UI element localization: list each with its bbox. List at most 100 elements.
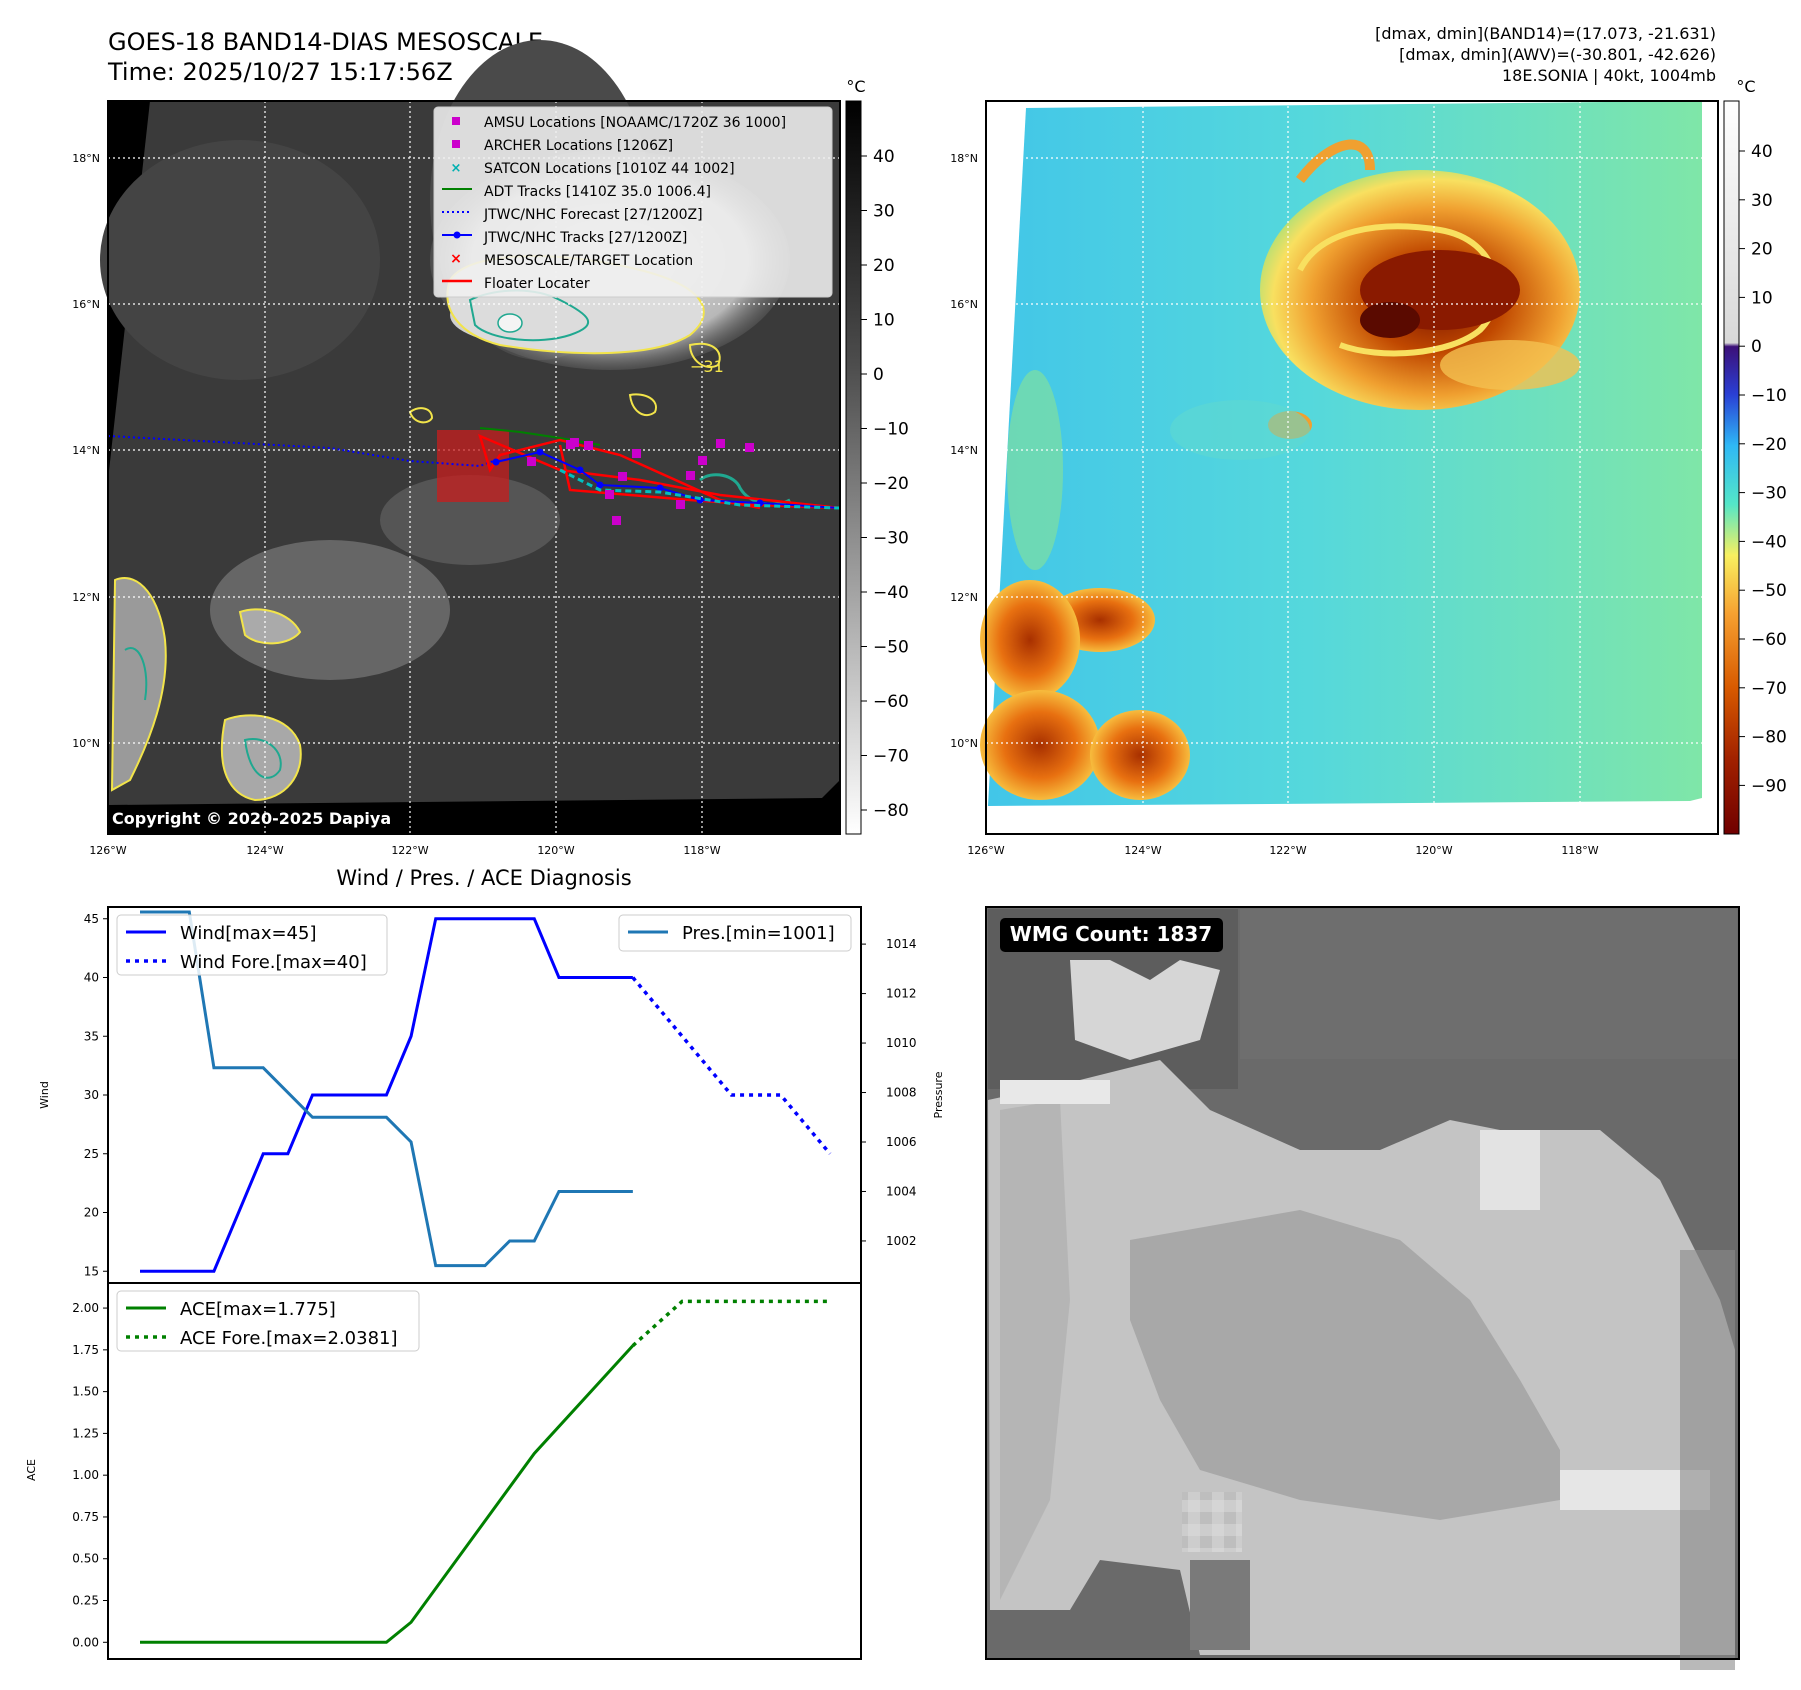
gray-colorbar-unit: °C	[846, 77, 865, 96]
awv-map-panel	[980, 100, 1719, 835]
ir-map-panel: −31	[100, 40, 841, 835]
lon-label: 122°W	[1269, 844, 1306, 857]
ace-tick-label: 0.00	[72, 1635, 99, 1649]
lat-label: 18°N	[72, 152, 100, 165]
color-colorbar-unit: °C	[1736, 77, 1755, 96]
floater-track	[478, 433, 841, 510]
title-line1: GOES-18 BAND14-DIAS MESOSCALE	[108, 28, 543, 56]
gray-colorbar-tick-label: 30	[873, 202, 895, 222]
ace-tick-label: 1.50	[72, 1385, 99, 1399]
ace-legend-frame	[116, 1290, 420, 1352]
lon-label: 126°W	[89, 844, 126, 857]
lon-label: 122°W	[391, 844, 428, 857]
lat-label: 12°N	[72, 591, 100, 604]
gray-colorbar-tick-label: −50	[873, 638, 909, 658]
pressure-tick-label: 1012	[886, 987, 917, 1001]
eye-feature	[497, 313, 523, 333]
best-track	[495, 450, 841, 509]
convection-cell	[980, 580, 1080, 700]
gray-colorbar-tick-label: −40	[873, 583, 909, 603]
lat-label: 14°N	[950, 444, 978, 457]
gray-colorbar-tick-label: −10	[873, 420, 909, 440]
wmg-dark-patch	[1190, 1560, 1250, 1650]
pressure-tick-label: 1014	[886, 937, 917, 951]
color-colorbar-tick-label: 40	[1751, 142, 1773, 162]
wind-tick-label: 25	[84, 1147, 99, 1161]
wmg-cold-patch	[1070, 960, 1220, 1060]
color-colorbar-bar	[1723, 100, 1740, 835]
copyright-label: Copyright © 2020-2025 Dapiya	[112, 809, 391, 828]
cloud-patch	[380, 475, 560, 565]
legend-label: JTWC/NHC Forecast [27/1200Z]	[483, 207, 703, 223]
cold-cloud-contour	[408, 407, 434, 424]
pressure-axis-label: Pressure	[932, 1071, 945, 1118]
legend-frame	[433, 106, 833, 298]
archer-points	[527, 438, 754, 525]
lat-label: 16°N	[72, 298, 100, 311]
ace-ticks: 0.00 0.25 0.50 0.75 1.00 1.25 1.50 1.75 2.00	[72, 1301, 108, 1649]
series-line-0	[140, 917, 633, 1273]
color-colorbar: °C 40 30 20 10 0 −10 −20 −30 −40 −50 −60 −70 −80 −90	[1723, 77, 1787, 835]
cold-cloud-contour	[238, 608, 302, 645]
color-colorbar-ticks: 40 30 20 10 0 −10 −20 −30 −40 −50 −60 −70 −80 −90	[1739, 142, 1787, 796]
info-line2: [dmax, dmin](AWV)=(-30.801, -42.626)	[1399, 45, 1716, 64]
legend-label: SATCON Locations [1010Z 44 1002]	[484, 161, 735, 177]
lat-label: 10°N	[950, 737, 978, 750]
wmg-inner-region	[1130, 1210, 1560, 1520]
cold-cloud-contour-inner	[124, 647, 148, 701]
gray-colorbar-tick-label: −20	[873, 474, 909, 494]
color-colorbar-tick-label: −20	[1751, 435, 1787, 455]
map2-grid	[986, 101, 1718, 834]
color-colorbar-tick-label: 30	[1751, 191, 1773, 211]
wmg-warm-region	[1240, 909, 1737, 1059]
cold-cloud-contour	[220, 714, 302, 802]
wmg-west-region	[1000, 1100, 1070, 1600]
outer-band	[1440, 340, 1580, 390]
lon-label: 124°W	[246, 844, 283, 857]
series-line-1	[631, 976, 832, 1155]
color-colorbar-tick-label: −10	[1751, 386, 1787, 406]
wmg-bright-patch	[1480, 1130, 1540, 1210]
moist-region	[1170, 400, 1310, 460]
map2-frame	[985, 100, 1719, 835]
pressure-tick-label: 1002	[886, 1234, 917, 1248]
pressure-legend-label: Pres.[min=1001]	[682, 923, 835, 944]
contour-label: −31	[690, 357, 724, 376]
legend-label: MESOSCALE/TARGET Location	[484, 253, 693, 269]
color-colorbar-tick-label: −40	[1751, 532, 1787, 552]
wmg-count-label: WMG Count: 1837	[1010, 922, 1212, 946]
gray-colorbar: °C 40 30 20 10 0 −10 −20 −30 −40 −50 −60 −70 −80	[845, 77, 909, 835]
wind-axis-label: Wind	[38, 1081, 51, 1109]
wind-series	[140, 910, 832, 1273]
legend-marker-target: ×	[450, 251, 462, 267]
color-colorbar-tick-label: −90	[1751, 776, 1787, 796]
ace-fore-legend-label: ACE Fore.[max=2.0381]	[180, 1328, 398, 1349]
pressure-tick-label: 1006	[886, 1135, 917, 1149]
gray-colorbar-tick-label: −80	[873, 801, 909, 821]
pressure-tick-label: 1004	[886, 1184, 917, 1198]
gray-colorbar-tick-label: 20	[873, 256, 895, 276]
cold-cloud-contour	[628, 393, 657, 417]
ace-series	[140, 1299, 830, 1644]
map2-axis-labels: 126°W 124°W 122°W 120°W 118°W 18°N 16°N …	[950, 152, 1599, 857]
lat-label: 14°N	[72, 444, 100, 457]
wind-tick-label: 40	[84, 971, 99, 985]
info-line3: 18E.SONIA | 40kt, 1004mb	[1502, 66, 1716, 85]
cloud-patch	[100, 140, 380, 380]
lat-label: 12°N	[950, 591, 978, 604]
wmg-bright-patch	[1000, 1080, 1110, 1104]
legend-label: Floater Locater	[484, 276, 590, 292]
ace-chart: 0.00 0.25 0.50 0.75 1.00 1.25 1.50 1.75 2.00 ACE…	[25, 1282, 862, 1660]
color-colorbar-tick-label: −80	[1751, 728, 1787, 748]
gray-colorbar-tick-label: 0	[873, 365, 884, 385]
legend-label: AMSU Locations [NOAAMC/1720Z 36 1000]	[484, 115, 786, 131]
lat-label: 16°N	[950, 298, 978, 311]
lon-label: 120°W	[1415, 844, 1452, 857]
legend-label: ARCHER Locations [1206Z]	[484, 138, 673, 154]
pressure-right-ticks: 1002 1004 1006 1008 1010 1012 1014	[861, 937, 917, 1248]
cold-cloud-contour-inner	[243, 738, 282, 779]
diagnosis-title: Wind / Pres. / ACE Diagnosis	[336, 866, 631, 890]
legend-label: ADT Tracks [1410Z 35.0 1006.4]	[484, 184, 711, 200]
